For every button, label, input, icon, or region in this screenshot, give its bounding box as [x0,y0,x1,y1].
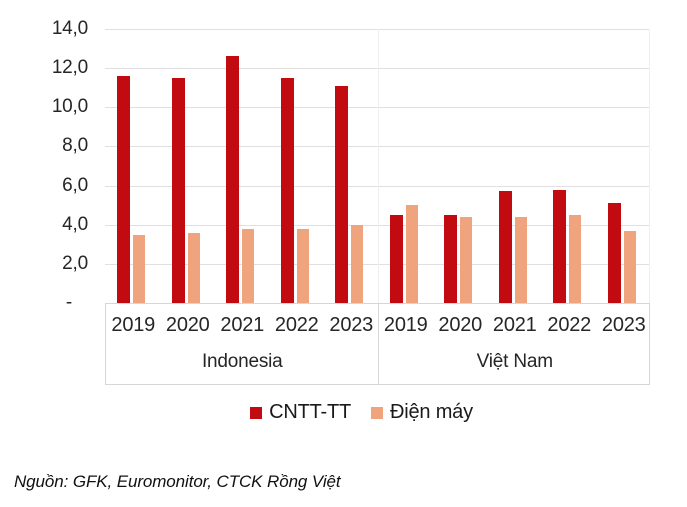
y-axis: - 2,0 4,0 6,0 8,0 10,0 12,0 14,0 [0,0,88,320]
y-axis-tick-label: 2,0 [62,252,88,274]
legend: CNTT-TT Điện máy [18,401,687,424]
x-axis-year-label: 2023 [329,314,374,336]
x-axis-group-divider [377,304,379,384]
bar-ien-may-viet-nam-2021 [514,216,527,303]
x-axis-year-label: 2020 [165,314,210,336]
source-note: Nguồn: GFK, Euromonitor, CTCK Rồng Việt [14,472,341,491]
legend-item-dien-may: Điện máy [371,401,473,424]
plot-area [105,29,650,303]
bar-cntt-tt-indonesia-2021 [226,56,239,303]
bar-ien-may-viet-nam-2020 [460,216,472,303]
x-axis-year-label: 2023 [601,314,646,336]
x-axis-year-label: 2019 [383,314,428,336]
x-axis-year-label: 2022 [547,314,592,336]
bar-cntt-tt-indonesia-2022 [280,77,294,303]
bar-ien-may-viet-nam-2022 [569,214,581,303]
x-axis-year-label: 2021 [492,314,537,336]
bar-cntt-tt-indonesia-2020 [171,77,185,303]
bar-ien-may-indonesia-2021 [242,228,254,303]
bar-ien-may-viet-nam-2023 [623,230,636,303]
legend-swatch-dien-may-icon [371,406,384,419]
x-axis-year-label: 2020 [438,314,483,336]
bar-cntt-tt-viet-nam-2019 [389,214,403,303]
x-axis-year-label: 2019 [111,314,156,336]
plot-vertical-guide [649,29,650,303]
x-axis-group-label: Việt Nam [476,351,553,372]
bar-cntt-tt-viet-nam-2022 [553,189,566,303]
legend-label-cntt-tt: CNTT-TT [269,401,352,423]
bar-cntt-tt-viet-nam-2020 [444,214,457,303]
bar-cntt-tt-indonesia-2023 [335,85,348,303]
x-axis-group-label: Indonesia [201,351,283,372]
bar-ien-may-indonesia-2019 [133,234,145,303]
y-axis-tick-label: - [65,292,72,313]
bar-cntt-tt-indonesia-2019 [117,76,130,303]
legend-swatch-cntt-tt-icon [250,406,263,419]
y-axis-tick-label: 12,0 [51,57,88,79]
y-axis-tick-label: 6,0 [62,174,88,196]
bar-cntt-tt-viet-nam-2023 [607,203,621,303]
y-axis-tick-label: 14,0 [51,18,88,39]
y-axis-tick-label: 4,0 [62,213,88,235]
bar-ien-may-viet-nam-2019 [405,205,418,303]
y-axis-tick-label: 10,0 [51,96,88,118]
plot-vertical-guide [377,29,379,303]
legend-item-cntt-tt: CNTT-TT [250,401,351,424]
x-axis-year-label: 2022 [274,314,319,336]
bar-ien-may-indonesia-2023 [351,224,363,303]
y-axis-tick-label: 8,0 [62,135,88,157]
bar-cntt-tt-viet-nam-2021 [498,191,512,303]
bar-ien-may-indonesia-2020 [187,232,200,303]
legend-label-dien-may: Điện máy [390,401,473,423]
x-axis: 2019 2020 2021 2022 2023 Indonesia 2019 2020 202… [105,303,650,385]
x-axis-year-label: 2021 [220,314,265,336]
bar-ien-may-indonesia-2022 [296,228,309,303]
